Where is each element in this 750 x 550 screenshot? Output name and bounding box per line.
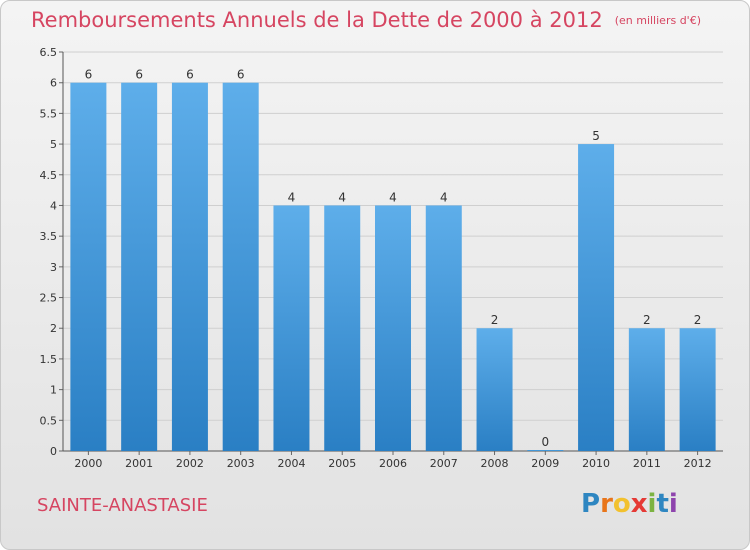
proxiti-logo: Proxiti	[581, 489, 678, 519]
y-tick-label: 6.5	[40, 46, 58, 59]
bar	[476, 328, 513, 451]
bars	[70, 82, 716, 452]
data-label: 4	[288, 190, 296, 204]
y-tick-label: 0.5	[40, 414, 58, 427]
y-tick-label: 3	[50, 261, 57, 274]
data-label: 2	[491, 313, 499, 327]
commune-name: SAINTE-ANASTASIE	[37, 495, 208, 516]
y-tick-label: 6	[50, 77, 57, 90]
labels: 0 0.5 1 1.5 2 2.5 3 3.5 4 4.5 5 5.5 6 6.5 6 2000 6 2001 6 2…	[40, 46, 712, 470]
bar	[527, 450, 564, 451]
y-tick-label: 0	[50, 445, 57, 458]
y-tick-label: 2.5	[40, 292, 58, 305]
data-label: 0	[541, 435, 549, 449]
logo-letter: t	[656, 489, 669, 519]
x-tick-label: 2011	[633, 457, 661, 470]
data-label: 6	[237, 68, 245, 82]
y-tick-label: 2	[50, 322, 57, 335]
bar	[273, 205, 310, 451]
data-label: 4	[389, 190, 397, 204]
y-tick-label: 5.5	[40, 107, 58, 120]
logo-letter: r	[600, 489, 613, 519]
y-tick-label: 1	[50, 384, 57, 397]
data-label: 5	[592, 129, 600, 143]
logo-letter: i	[668, 489, 678, 519]
y-tick-label: 4.5	[40, 169, 58, 182]
logo-letter: o	[612, 489, 631, 519]
y-tick-label: 1.5	[40, 353, 58, 366]
x-tick-label: 2007	[430, 457, 458, 470]
x-tick-label: 2004	[277, 457, 305, 470]
y-tick-label: 4	[50, 199, 57, 212]
bar	[324, 205, 361, 451]
bar	[171, 82, 208, 451]
y-tick-label: 5	[50, 138, 57, 151]
bar	[70, 82, 107, 451]
x-tick-label: 2008	[481, 457, 509, 470]
x-tick-label: 2001	[125, 457, 153, 470]
logo-letter: P	[581, 489, 601, 519]
x-tick-label: 2005	[328, 457, 356, 470]
x-tick-label: 2003	[227, 457, 255, 470]
logo-letter: i	[647, 489, 657, 519]
chart-title: Remboursements Annuels de la Dette de 20…	[31, 8, 701, 32]
x-tick-label: 2006	[379, 457, 407, 470]
data-label: 2	[643, 313, 651, 327]
title-text: Remboursements Annuels de la Dette de 20…	[31, 8, 603, 32]
x-tick-label: 2010	[582, 457, 610, 470]
x-tick-label: 2000	[74, 457, 102, 470]
data-label: 6	[85, 68, 93, 82]
data-label: 4	[338, 190, 346, 204]
data-label: 6	[186, 68, 194, 82]
bar	[628, 328, 665, 451]
bar	[375, 205, 411, 451]
bar	[679, 328, 716, 451]
x-tick-label: 2012	[684, 457, 712, 470]
title-unit: (en milliers d'€)	[614, 14, 701, 27]
bar	[425, 205, 462, 451]
data-label: 6	[135, 68, 143, 82]
logo-letter: x	[630, 489, 648, 519]
x-tick-label: 2002	[176, 457, 204, 470]
x-tick-label: 2009	[531, 457, 559, 470]
bar	[578, 144, 615, 452]
data-label: 4	[440, 190, 448, 204]
data-label: 2	[694, 313, 702, 327]
bar	[121, 82, 158, 451]
y-tick-label: 3.5	[40, 230, 58, 243]
bar	[222, 82, 259, 451]
